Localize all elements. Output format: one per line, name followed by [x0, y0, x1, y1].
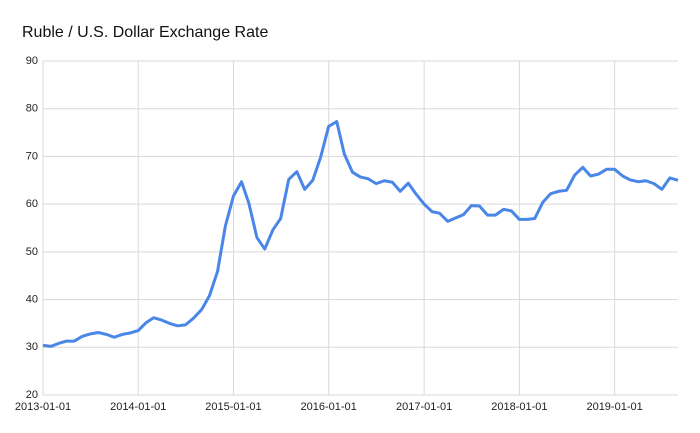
y-tick-label: 90	[26, 55, 38, 67]
x-tick-label: 2018-01-01	[491, 401, 547, 413]
x-tick-label: 2013-01-01	[15, 401, 71, 413]
chart-title: Ruble / U.S. Dollar Exchange Rate	[22, 24, 268, 41]
y-tick-label: 40	[26, 293, 38, 305]
y-tick-label: 30	[26, 341, 38, 353]
x-tick-label: 2019-01-01	[586, 401, 642, 413]
data-line	[42, 120, 679, 348]
x-tick-label: 2016-01-01	[301, 401, 357, 413]
y-tick-label: 50	[26, 246, 38, 258]
y-tick-label: 20	[26, 389, 38, 401]
y-tick-label: 70	[26, 150, 38, 162]
x-tick-label: 2015-01-01	[205, 401, 261, 413]
y-tick-label: 80	[26, 103, 38, 115]
x-tick-label: 2017-01-01	[396, 401, 452, 413]
y-tick-label: 60	[26, 198, 38, 210]
x-tick-label: 2014-01-01	[110, 401, 166, 413]
